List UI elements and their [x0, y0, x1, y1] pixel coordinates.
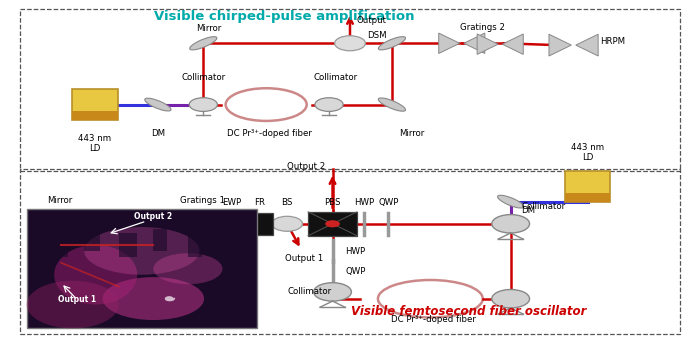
Text: DC Pr³⁺-doped fiber: DC Pr³⁺-doped fiber: [228, 129, 312, 138]
Ellipse shape: [27, 281, 119, 328]
Text: HWP: HWP: [354, 198, 374, 207]
Text: HWP: HWP: [345, 247, 365, 255]
Bar: [84, 232, 100, 251]
Circle shape: [189, 98, 218, 111]
Circle shape: [492, 290, 529, 308]
Polygon shape: [184, 214, 204, 233]
Polygon shape: [464, 33, 485, 53]
Text: Gratings 2: Gratings 2: [460, 23, 505, 32]
Bar: [245, 213, 273, 235]
Ellipse shape: [378, 37, 405, 50]
Ellipse shape: [84, 227, 200, 275]
Text: QWP: QWP: [345, 267, 365, 276]
Text: Collimator: Collimator: [314, 74, 358, 82]
Ellipse shape: [153, 253, 223, 284]
Ellipse shape: [498, 195, 524, 208]
Text: BS: BS: [281, 198, 293, 207]
Circle shape: [315, 98, 343, 111]
Text: Output 1: Output 1: [58, 295, 97, 304]
Text: 443 nm
LD: 443 nm LD: [78, 133, 111, 153]
Polygon shape: [38, 214, 58, 233]
Bar: [119, 233, 137, 257]
Ellipse shape: [378, 98, 405, 111]
Text: Output 2: Output 2: [134, 212, 172, 221]
Bar: [72, 111, 118, 120]
Polygon shape: [549, 34, 571, 56]
Text: Mirror: Mirror: [196, 24, 222, 33]
Polygon shape: [503, 34, 524, 54]
Circle shape: [335, 36, 365, 51]
Polygon shape: [439, 33, 460, 53]
Polygon shape: [477, 34, 498, 54]
Text: Visible chirped-pulse amplification: Visible chirped-pulse amplification: [155, 10, 415, 23]
Polygon shape: [576, 34, 598, 56]
Text: Output 1: Output 1: [286, 254, 323, 263]
Bar: [72, 89, 118, 120]
Text: DM: DM: [150, 129, 165, 139]
Text: 443 nm
LD: 443 nm LD: [571, 143, 604, 162]
Polygon shape: [62, 214, 82, 233]
Polygon shape: [207, 214, 227, 233]
Text: PBS: PBS: [324, 198, 341, 207]
Ellipse shape: [145, 98, 171, 111]
Text: Mirror: Mirror: [48, 196, 73, 205]
Bar: [565, 193, 610, 202]
Circle shape: [272, 216, 302, 231]
Bar: [153, 229, 167, 251]
Text: DSM: DSM: [368, 31, 387, 40]
Ellipse shape: [103, 277, 204, 320]
Text: Collimator: Collimator: [522, 202, 566, 211]
Polygon shape: [181, 214, 200, 233]
Text: Collimator: Collimator: [287, 287, 331, 297]
Bar: [565, 171, 610, 202]
Text: HRPM: HRPM: [600, 37, 625, 46]
Ellipse shape: [190, 37, 217, 50]
Text: EWP: EWP: [222, 198, 241, 207]
Circle shape: [492, 214, 529, 233]
Bar: [188, 233, 202, 257]
Text: Output 2: Output 2: [287, 162, 326, 171]
Text: DM: DM: [522, 206, 536, 215]
Polygon shape: [158, 214, 177, 233]
Text: Visible femtosecond fiber oscillator: Visible femtosecond fiber oscillator: [351, 305, 587, 318]
Ellipse shape: [54, 245, 137, 304]
Text: FR: FR: [253, 198, 265, 207]
Text: DC Pr³⁺-doped fiber: DC Pr³⁺-doped fiber: [391, 315, 476, 324]
Circle shape: [326, 220, 340, 227]
Text: Collimator: Collimator: [181, 74, 225, 82]
Bar: [50, 227, 68, 257]
Text: QWP: QWP: [378, 198, 398, 207]
Text: Output: Output: [357, 15, 387, 25]
Circle shape: [314, 283, 351, 301]
Text: Mirror: Mirror: [399, 129, 424, 139]
Bar: [308, 212, 357, 236]
Text: Gratings 1: Gratings 1: [180, 196, 225, 205]
Bar: [27, 209, 257, 328]
